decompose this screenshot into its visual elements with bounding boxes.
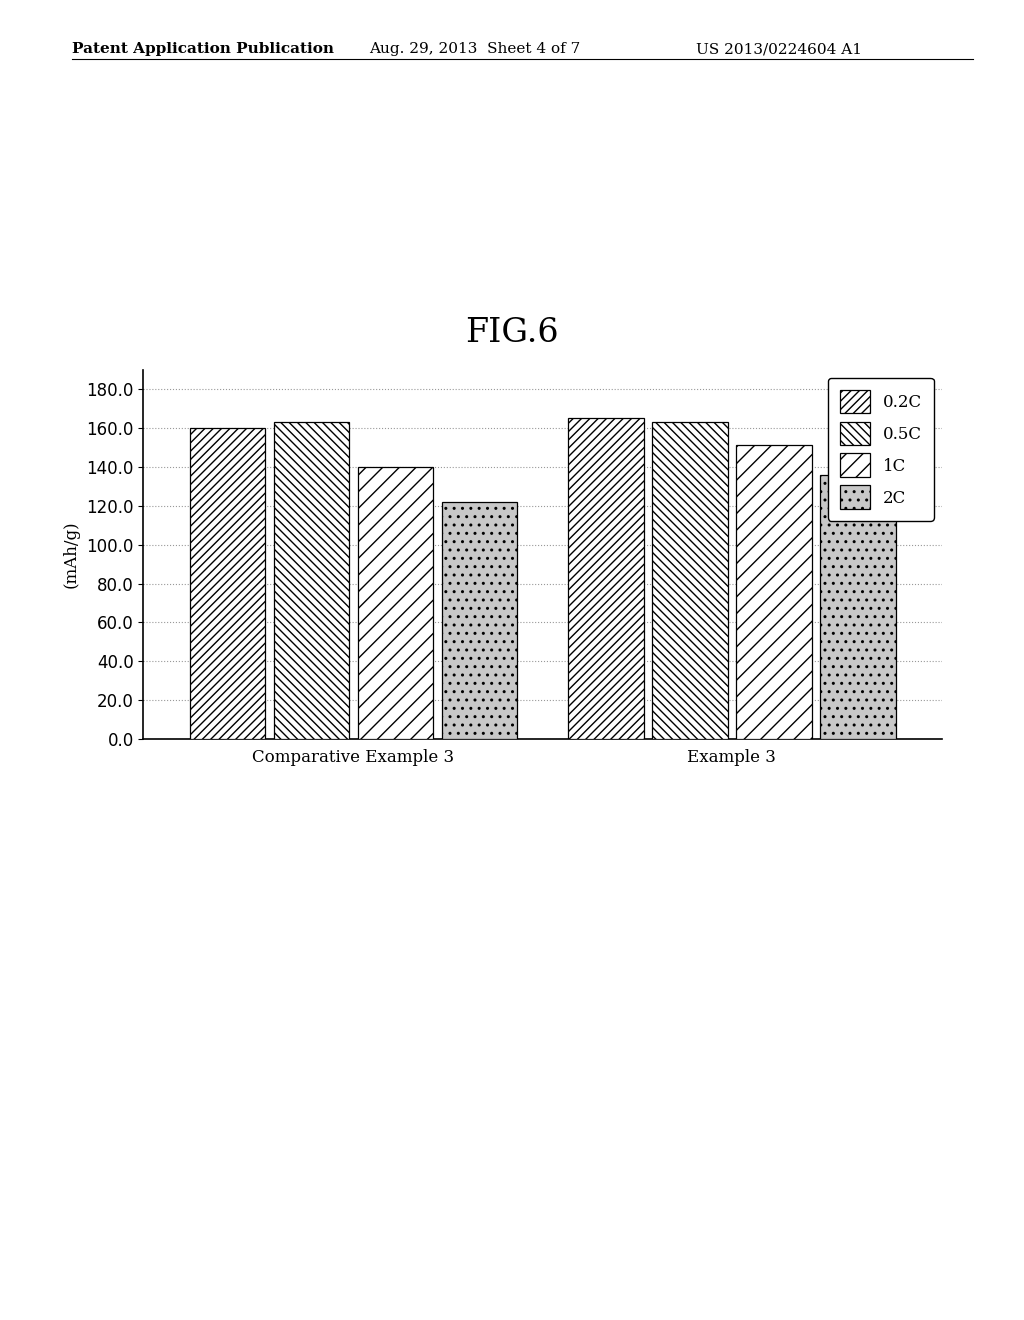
Bar	[357, 467, 433, 739]
Bar	[441, 502, 517, 739]
Text: FIG.6: FIG.6	[465, 317, 559, 348]
Text: US 2013/0224604 A1: US 2013/0224604 A1	[696, 42, 862, 57]
Bar	[652, 422, 728, 739]
Bar	[189, 428, 265, 739]
Bar	[736, 445, 812, 739]
Y-axis label: (mAh/g): (mAh/g)	[62, 520, 79, 589]
Legend: 0.2C, 0.5C, 1C, 2C: 0.2C, 0.5C, 1C, 2C	[828, 378, 934, 520]
Bar	[820, 475, 896, 739]
Bar	[568, 418, 644, 739]
Text: Aug. 29, 2013  Sheet 4 of 7: Aug. 29, 2013 Sheet 4 of 7	[369, 42, 580, 57]
Bar	[273, 422, 349, 739]
Text: Patent Application Publication: Patent Application Publication	[72, 42, 334, 57]
